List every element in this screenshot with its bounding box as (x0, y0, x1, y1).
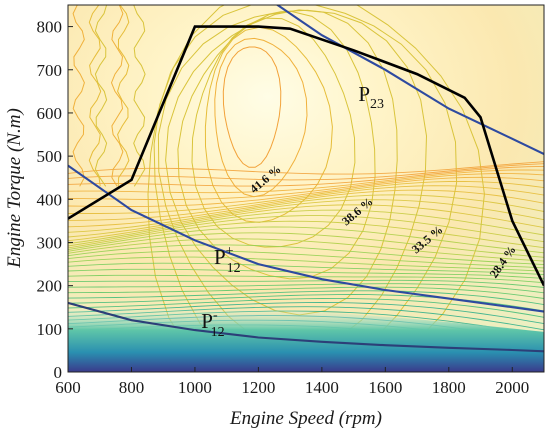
contour-loop (165, 9, 398, 316)
x-axis-title: Engine Speed (rpm) (229, 408, 382, 429)
contour-line (68, 165, 544, 187)
contour-line (68, 238, 544, 262)
y-axis-ticks: 0 100 200 300 400 500 600 700 800 (37, 18, 73, 382)
contour-line (68, 215, 544, 247)
contour-line (68, 189, 544, 228)
y-tick-label: 500 (37, 147, 63, 166)
x-tick-label: 1000 (178, 378, 212, 397)
y-axis-title: Engine Torque (N.m) (4, 108, 25, 269)
contour-line (68, 290, 544, 306)
y-tick-label: 0 (54, 363, 63, 382)
contour-line (72, 5, 85, 187)
curve-label-p12: P+ 12 (214, 244, 241, 276)
contour-line (68, 250, 544, 269)
contour-line (117, 5, 130, 187)
y-tick-label: 200 (37, 277, 63, 296)
contour-line (94, 5, 108, 187)
curve-p12 (68, 164, 544, 313)
contour-line (68, 286, 544, 299)
plot-area (68, 5, 544, 372)
contour-line (88, 5, 102, 187)
contour-loop (191, 17, 356, 248)
contour-loop (214, 37, 308, 198)
contour-loop (204, 26, 333, 223)
contour-line (68, 161, 544, 175)
x-axis-ticks: 600 800 1000 1200 1400 1600 1800 2000 (55, 367, 529, 397)
low-efficiency-band (68, 307, 544, 372)
contour-line (68, 176, 544, 207)
x-tick-label: 1400 (305, 378, 339, 397)
x-tick-label: 2000 (495, 378, 529, 397)
contour-loop (222, 46, 282, 168)
contour-line (68, 180, 544, 214)
contour-line (68, 199, 544, 238)
y-tick-label: 100 (37, 320, 63, 339)
plot-frame (67, 4, 545, 373)
contour-line (68, 244, 544, 266)
x-tick-label: 1200 (241, 378, 275, 397)
curve-label-p23: P23 (358, 82, 384, 112)
contour-line (68, 226, 544, 254)
max-torque-line (68, 25, 544, 287)
curve-label-p12: P-12 (201, 308, 224, 340)
contour-line (68, 163, 544, 181)
curve-labels: P23 P+ 12 P-12 (201, 82, 384, 340)
contour-line (68, 169, 544, 194)
contour-line (68, 279, 544, 288)
y-tick-label: 300 (37, 233, 63, 252)
curve-p12 (68, 301, 544, 353)
contour-line (68, 232, 544, 258)
contour-line (68, 297, 544, 318)
y-tick-label: 800 (37, 18, 63, 37)
contour-line (68, 274, 544, 284)
y-tick-label: 700 (37, 61, 63, 80)
x-tick-label: 1800 (432, 378, 466, 397)
operating-curves (68, 5, 544, 353)
x-tick-label: 1600 (368, 378, 402, 397)
y-tick-label: 600 (37, 104, 63, 123)
contour-line (68, 283, 544, 294)
contour-line (68, 194, 544, 233)
y-tick-label: 400 (37, 190, 63, 209)
x-tick-label: 800 (119, 378, 145, 397)
contour-loop (177, 10, 376, 280)
contour-line (68, 204, 544, 242)
contour-line (68, 209, 544, 245)
x-tick-label: 600 (55, 378, 81, 397)
contour-line (110, 5, 124, 187)
curve-p23 (275, 5, 544, 155)
contour-line (68, 256, 544, 272)
contour-line (68, 220, 544, 249)
contour-line (68, 262, 544, 276)
contour-line (68, 268, 544, 279)
contour-line (68, 173, 544, 200)
